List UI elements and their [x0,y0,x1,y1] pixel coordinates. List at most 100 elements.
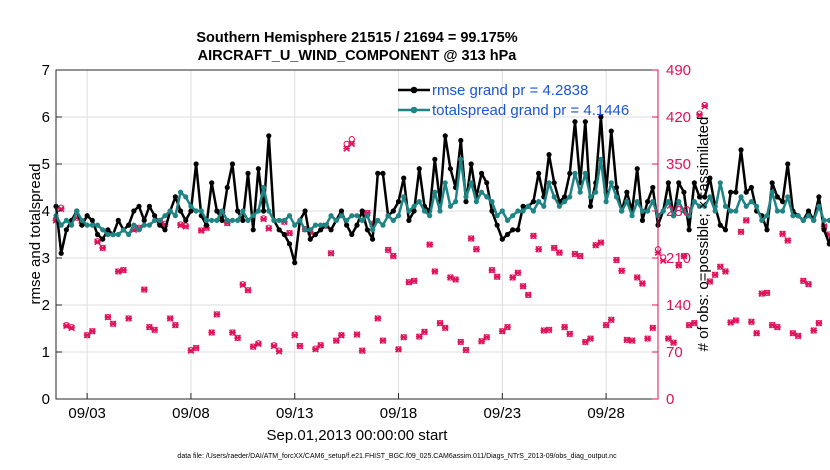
rmse-point [380,170,386,176]
right-tick-label: 280 [666,203,691,220]
rmse-point [691,180,697,186]
totalspread-point [74,208,80,214]
rmse-point [240,217,246,223]
obs-assimilated-marker [628,337,636,344]
rmse-point [696,194,703,200]
totalspread-point [541,203,547,209]
obs-assimilated-marker [312,345,319,353]
totalspread-point [276,217,282,223]
rmse-point [307,236,313,242]
obs-assimilated-marker [436,319,444,327]
obs-assimilated-marker [587,335,594,342]
obs-assimilated-marker [530,232,537,240]
obs-possible-marker [270,342,278,349]
obs-assimilated-marker [644,335,651,342]
obs-assimilated-marker [426,241,434,248]
totalspread-point [183,194,189,200]
totalspread-point [536,199,542,205]
rmse-point [177,208,184,214]
totalspread-point [126,231,132,238]
rmse-point [214,208,220,214]
obs-assimilated-marker [260,215,267,223]
obs-assimilated-marker [166,315,174,322]
totalspread-point [733,208,739,214]
obs-assimilated-marker [286,229,293,237]
rmse-point [255,166,261,172]
totalspread-point [660,208,666,214]
rmse-point [728,189,734,195]
obs-assimilated-marker [524,291,532,299]
rmse-point [411,208,417,214]
rmse-point [489,208,495,214]
obs-assimilated-marker [275,347,283,355]
rmse-point [79,222,85,228]
totalspread-point [120,227,127,233]
obs-assimilated-marker [415,333,423,340]
obs-assimilated-marker [317,341,325,349]
obs-assimilated-marker [146,323,153,331]
obs-assimilated-marker [784,237,792,244]
rmse-point [136,203,142,209]
totalspread-point [468,180,474,186]
obs-possible-marker [312,345,319,352]
obs-assimilated-marker [556,249,563,256]
obs-assimilated-marker [239,281,247,289]
obs-assimilated-marker [338,331,345,339]
obs-assimilated-marker [514,269,522,277]
totalspread-point [442,180,448,186]
right-tick-label: 350 [666,156,691,173]
totalspread-point [354,213,360,219]
left-tick-label: 6 [42,109,50,126]
totalspread-point [546,180,552,186]
totalspread-point [401,194,407,200]
rmse-point [494,222,500,228]
totalspread-point [79,217,85,223]
obs-assimilated-marker [192,344,200,352]
rmse-point [302,208,308,214]
totalspread-point [260,184,267,191]
totalspread-point [764,213,770,219]
rmse-point [774,194,780,200]
totalspread-point [821,217,827,223]
totalspread-point [691,199,697,205]
totalspread-point [146,222,153,228]
left-tick-label: 0 [42,391,50,408]
rmse-point [276,227,282,233]
rmse-point [344,222,350,228]
x-tick-label: 09/28 [587,405,625,422]
rmse-point [515,227,521,233]
totalspread-point [494,213,500,219]
obs-assimilated-marker [763,289,771,297]
obs-assimilated-marker [171,321,179,329]
totalspread-point [240,208,246,214]
grid-lines [56,69,658,400]
left-tick-label: 3 [42,250,50,267]
rmse-point [126,222,132,228]
obs-assimilated-marker [779,230,786,238]
obs-assimilated-marker [125,315,133,322]
obs-assimilated-marker [545,326,553,334]
rmse-point [146,203,153,209]
obs-assimilated-marker [431,268,439,275]
obs-assimilated-marker [255,340,262,348]
totalspread-point [390,217,396,223]
obs-assimilated-marker [68,324,75,332]
totalspread-point [556,203,562,209]
obs-assimilated-marker [737,228,745,236]
totalspread-point [177,189,184,195]
obs-assimilated-marker [794,332,802,340]
totalspread-point [702,203,708,209]
obs-assimilated-marker [483,333,491,341]
obs-assimilated-marker [561,323,568,331]
right-axis-ticks: 0 70 140 210 280 350 420 490 [652,62,691,408]
obs-assimilated-marker [639,280,646,287]
rmse-point [390,208,396,214]
totalspread-point [255,208,261,214]
rmse-point [624,189,630,195]
rmse-point [266,133,272,139]
obs-assimilated-marker [187,347,195,355]
totalspread-point [722,203,729,209]
totalspread-point [795,213,801,219]
totalspread-point [349,213,355,219]
rmse-point [141,217,147,223]
